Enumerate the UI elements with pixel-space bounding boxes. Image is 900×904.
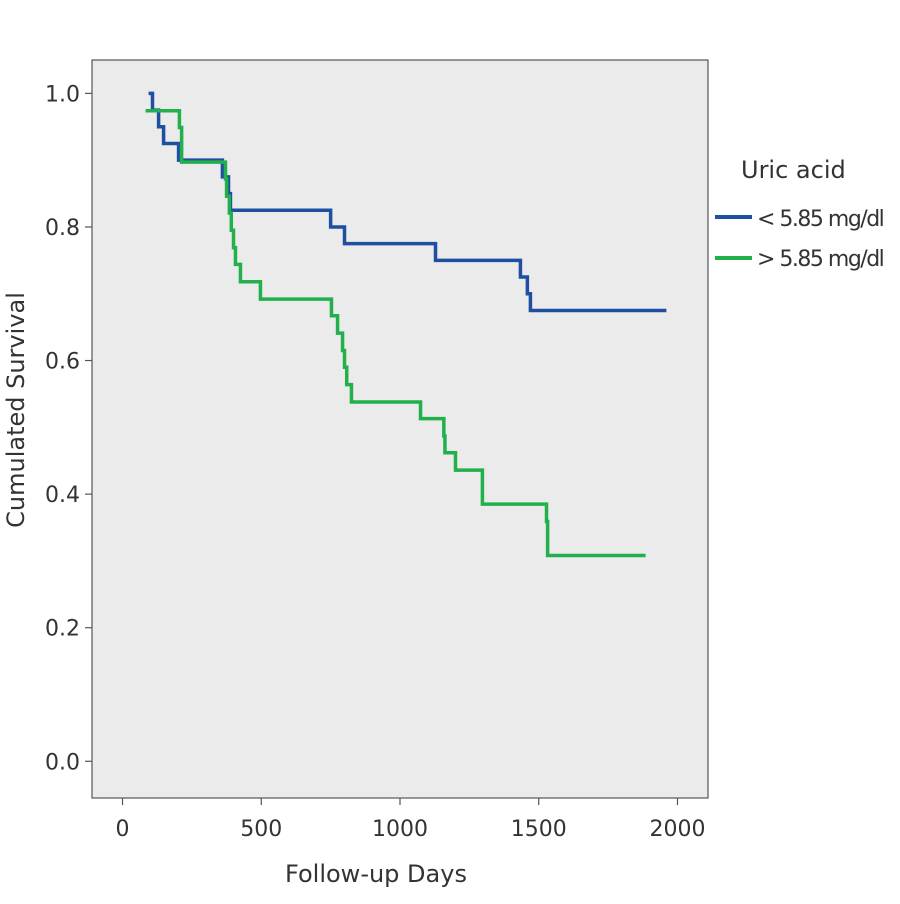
plot-area — [91, 59, 709, 799]
y-tick-label: 0.8 — [45, 216, 80, 241]
y-tick-label: 0.0 — [45, 750, 80, 775]
legend-title: Uric acid — [741, 156, 846, 184]
y-axis-label: Cumulated Survival — [2, 292, 30, 528]
legend: Uric acid < 5.85 mg/dl > 5.85 mg/dl — [715, 156, 885, 272]
x-tick-label: 1000 — [372, 817, 428, 842]
y-tick-label: 0.4 — [45, 483, 80, 508]
x-tick-label: 1500 — [511, 817, 567, 842]
survival-curve-high — [145, 109, 646, 558]
x-tick-label: 500 — [240, 817, 282, 842]
x-tick-label: 0 — [116, 817, 130, 842]
y-tick-label: 0.6 — [45, 350, 80, 375]
legend-label-low: < 5.85 mg/dl — [757, 207, 884, 232]
x-tick-label: 2000 — [649, 817, 705, 842]
y-tick-label: 1.0 — [45, 82, 80, 107]
legend-label-high: > 5.85 mg/dl — [757, 247, 884, 272]
y-tick-label: 0.2 — [45, 617, 80, 642]
x-axis-label: Follow-up Days — [285, 860, 467, 888]
